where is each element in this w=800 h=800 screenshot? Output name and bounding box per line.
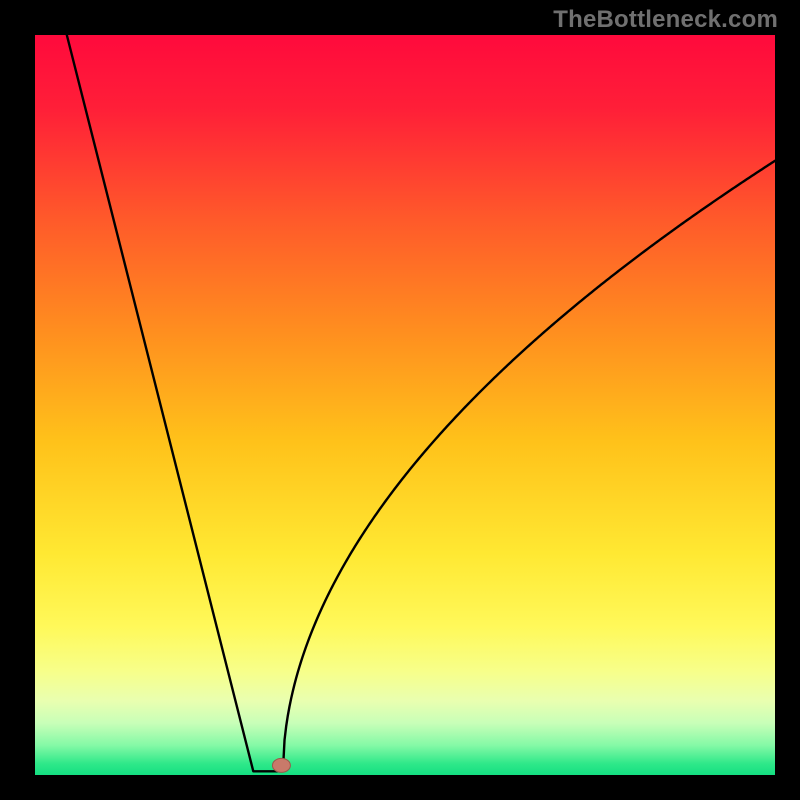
plot-gradient-background (35, 35, 775, 775)
chart-stage: TheBottleneck.com (0, 0, 800, 800)
watermark-text: TheBottleneck.com (553, 6, 778, 34)
